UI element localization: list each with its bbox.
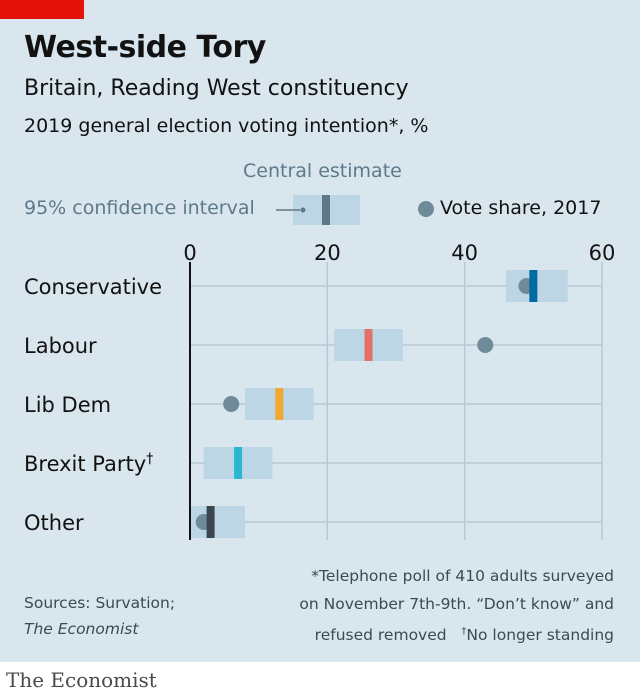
chart-subtitle-detail: 2019 general election voting intention*,… bbox=[24, 115, 429, 137]
central-estimate-bar bbox=[234, 447, 243, 479]
sources-line-1: Sources: Survation; bbox=[24, 594, 176, 612]
category-label: Brexit Party† bbox=[24, 451, 153, 476]
footnote-line-2: on November 7th-9th. “Don’t know” and bbox=[299, 595, 614, 613]
category-label: Lib Dem bbox=[24, 393, 111, 417]
legend-vote-share-label: Vote share, 2017 bbox=[440, 197, 602, 219]
chart-svg: 0 20 40 60 Conservative Labour Lib Dem Brexit … bbox=[24, 195, 615, 540]
footnote-dagger: † bbox=[461, 626, 467, 637]
vote-share-2017-dot bbox=[477, 337, 494, 353]
x-tick-label: 20 bbox=[314, 241, 341, 265]
footnote-line-3: refused removed †No longer standing bbox=[299, 618, 614, 649]
legend-confidence-interval-label: 95% confidence interval bbox=[24, 197, 255, 219]
footnote: *Telephone poll of 410 adults surveyed o… bbox=[299, 562, 614, 649]
chart-title: West-side Tory bbox=[24, 30, 266, 65]
economist-brand: The Economist bbox=[6, 668, 157, 692]
vote-share-2017-dot bbox=[223, 396, 240, 412]
category-label: Conservative bbox=[24, 275, 162, 299]
legend-pointer-dot bbox=[300, 207, 306, 213]
legend-central-swatch bbox=[322, 195, 330, 225]
x-tick-label: 40 bbox=[451, 241, 478, 265]
footnote-line-3-text: refused removed bbox=[314, 626, 447, 645]
legend-central-estimate-label: Central estimate bbox=[243, 160, 402, 182]
x-tick-label: 0 bbox=[183, 241, 196, 265]
central-estimate-bar bbox=[364, 329, 373, 361]
category-label: Labour bbox=[24, 334, 97, 358]
central-estimate-bar bbox=[206, 506, 215, 538]
brand-red-tag bbox=[0, 0, 84, 19]
category-labels: Conservative Labour Lib Dem Brexit Party† Ot… bbox=[24, 275, 162, 535]
sources-line-2: The Economist bbox=[24, 620, 139, 638]
chart-subtitle: Britain, Reading West constituency bbox=[24, 76, 409, 101]
x-axis-ticks: 0 20 40 60 bbox=[183, 241, 615, 265]
chart-panel: West-side Tory Britain, Reading West con… bbox=[0, 0, 640, 662]
footnote-no-longer-standing: No longer standing bbox=[466, 626, 614, 645]
category-label: Other bbox=[24, 511, 84, 535]
sources-note: Sources: Survation; The Economist bbox=[24, 590, 175, 642]
footnote-line-1: *Telephone poll of 410 adults surveyed bbox=[311, 567, 614, 585]
central-estimate-bar bbox=[275, 388, 284, 420]
x-tick-label: 60 bbox=[589, 241, 616, 265]
data-marks bbox=[190, 270, 568, 538]
central-estimate-bar bbox=[529, 270, 538, 302]
legend-vote-share-dot bbox=[418, 201, 434, 217]
